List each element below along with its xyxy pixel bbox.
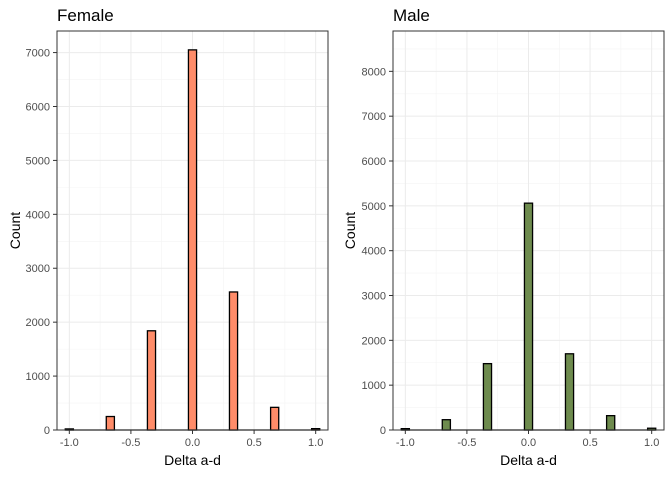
y-tick-label: 6000 <box>26 101 50 113</box>
y-tick-label: 3000 <box>362 291 386 303</box>
x-tick-label: 1.0 <box>644 437 659 449</box>
y-tick-label: 4000 <box>362 246 386 258</box>
y-tick-label: 3000 <box>26 263 50 275</box>
histogram-bar <box>228 291 239 431</box>
x-tick-label: -0.5 <box>121 437 140 449</box>
female-panel: -1.0 -0.5 0.0 0.5 1.0 0 1000 2000 3000 4000 5000 60… <box>7 6 329 468</box>
x-tick-label: 0.0 <box>521 437 536 449</box>
histogram-bar <box>482 362 493 431</box>
x-tick-label: -0.5 <box>457 437 476 449</box>
y-tick-label: 0 <box>44 425 50 437</box>
y-axis-title: Count <box>342 212 358 249</box>
histogram-bar <box>441 419 452 431</box>
x-axis-title: Delta a-d <box>164 452 221 468</box>
x-tick-label: 0.5 <box>246 437 261 449</box>
x-tick-label: 0.5 <box>582 437 597 449</box>
histogram-bar <box>605 415 616 431</box>
y-tick-label: 1000 <box>26 371 50 383</box>
panel-title: Male <box>393 6 430 25</box>
male-panel: -1.0 -0.5 0.0 0.5 1.0 0 1000 2000 3000 4000 5000 60… <box>342 6 665 468</box>
histogram-bar <box>105 415 116 431</box>
x-tick-label: -1.0 <box>60 437 79 449</box>
y-tick-label: 7000 <box>26 48 50 60</box>
y-tick-label: 8000 <box>362 66 386 78</box>
y-tick-label: 4000 <box>26 209 50 221</box>
histogram-bar <box>187 49 198 431</box>
y-tick-label: 7000 <box>362 111 386 123</box>
histogram-bar <box>269 406 280 431</box>
y-tick-label: 0 <box>380 425 386 437</box>
histogram-bar <box>523 202 534 431</box>
y-tick-label: 6000 <box>362 156 386 168</box>
y-tick-label: 2000 <box>362 335 386 347</box>
histogram-bar <box>146 330 157 431</box>
y-tick-label: 2000 <box>26 317 50 329</box>
x-tick-label: 0.0 <box>185 437 200 449</box>
panel-title: Female <box>57 6 114 25</box>
y-tick-label: 1000 <box>362 380 386 392</box>
y-axis-title: Count <box>7 212 23 249</box>
x-tick-label: 1.0 <box>308 437 323 449</box>
x-tick-label: -1.0 <box>396 437 415 449</box>
y-tick-label: 5000 <box>362 201 386 213</box>
histogram-bar <box>564 353 575 431</box>
x-axis-title: Delta a-d <box>500 452 557 468</box>
y-tick-label: 5000 <box>26 155 50 167</box>
